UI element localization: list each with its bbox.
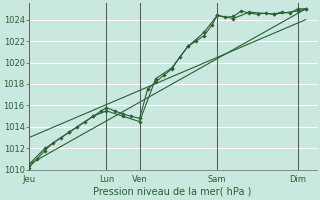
X-axis label: Pression niveau de la mer( hPa ): Pression niveau de la mer( hPa ): [93, 187, 252, 197]
